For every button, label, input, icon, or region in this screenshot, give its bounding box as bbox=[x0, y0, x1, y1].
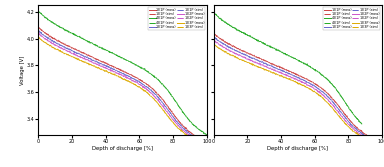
Y-axis label: Voltage [V]: Voltage [V] bbox=[20, 55, 25, 85]
Legend: 1E1P (mea), 1E1P (sim), 4E1P (mea), 4E1P (sim), 1E1P (mea), 1E1P (sim), 1E2P (me: 1E1P (mea), 1E1P (sim), 4E1P (mea), 4E1P… bbox=[323, 7, 381, 30]
Legend: 1E1P (mea), 1E1P (sim), 4E1P (mea), 4E1P (sim), 1E1P (mea), 1E1P (sim), 1E2P (me: 1E1P (mea), 1E1P (sim), 4E1P (mea), 4E1P… bbox=[148, 7, 205, 30]
X-axis label: Depth of discharge [%]: Depth of discharge [%] bbox=[267, 146, 328, 151]
X-axis label: Depth of discharge [%]: Depth of discharge [%] bbox=[92, 146, 153, 151]
